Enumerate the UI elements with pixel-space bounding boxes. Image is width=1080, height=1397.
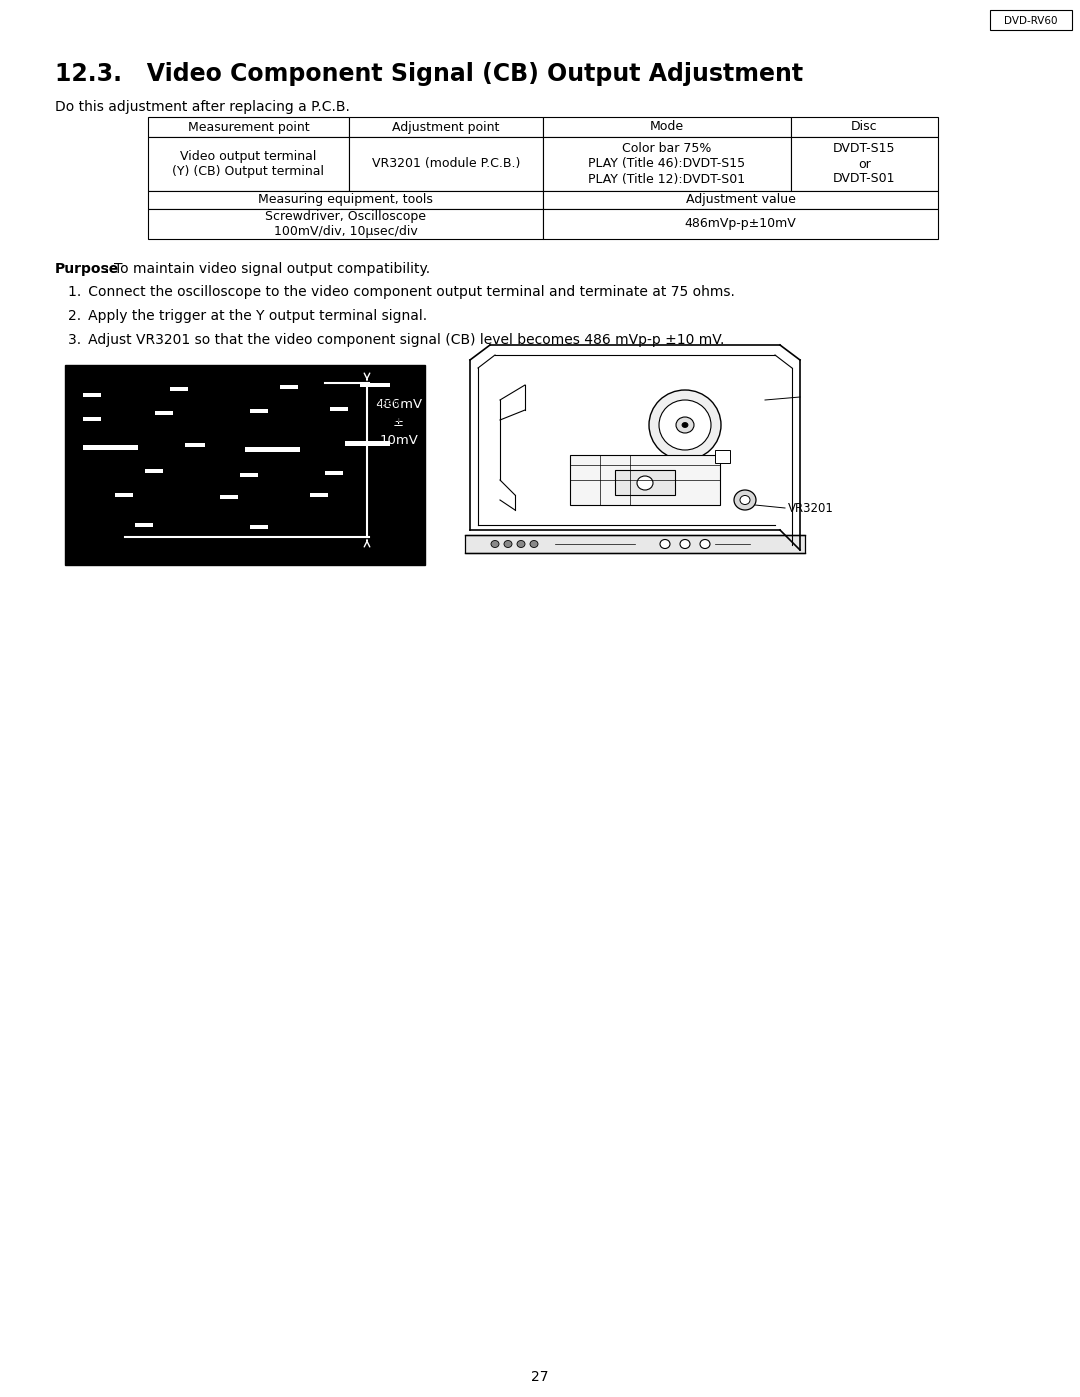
Bar <box>245 447 300 453</box>
Bar <box>148 137 349 191</box>
Text: Measurement point: Measurement point <box>188 120 309 134</box>
Bar <box>791 137 939 191</box>
Bar <box>791 117 939 137</box>
Bar <box>114 493 133 497</box>
Text: Screwdriver, Oscilloscope
100mV/div, 10μsec/div: Screwdriver, Oscilloscope 100mV/div, 10μ… <box>265 210 426 237</box>
Bar <box>349 137 543 191</box>
Bar <box>148 210 543 239</box>
Bar <box>349 117 543 137</box>
Bar <box>249 409 268 414</box>
Bar <box>990 10 1072 29</box>
Text: 27: 27 <box>531 1370 549 1384</box>
Text: Disc: Disc <box>851 120 878 134</box>
Ellipse shape <box>530 541 538 548</box>
Bar <box>543 137 791 191</box>
Text: Mode: Mode <box>650 120 684 134</box>
Ellipse shape <box>660 539 670 549</box>
Bar <box>83 446 138 450</box>
Bar <box>715 450 730 462</box>
Text: VR3201: VR3201 <box>788 502 834 515</box>
Bar <box>345 441 390 446</box>
Bar <box>145 469 163 474</box>
Ellipse shape <box>504 541 512 548</box>
Ellipse shape <box>491 541 499 548</box>
Text: 12.3.   Video Component Signal (CB) Output Adjustment: 12.3. Video Component Signal (CB) Output… <box>55 61 804 87</box>
Bar <box>240 474 258 476</box>
Bar <box>83 393 102 397</box>
Text: Purpose: Purpose <box>55 263 119 277</box>
Bar <box>325 471 343 475</box>
Text: Color bar 75%
PLAY (Title 46):DVDT-S15
PLAY (Title 12):DVDT-S01: Color bar 75% PLAY (Title 46):DVDT-S15 P… <box>589 142 745 186</box>
Text: Adjustment value: Adjustment value <box>686 194 796 207</box>
Ellipse shape <box>680 539 690 549</box>
Text: Adjustment point: Adjustment point <box>392 120 500 134</box>
Bar <box>360 383 390 387</box>
Ellipse shape <box>700 539 710 549</box>
Ellipse shape <box>681 422 688 427</box>
Bar <box>330 407 348 411</box>
Bar <box>148 191 543 210</box>
Bar <box>220 495 238 499</box>
Ellipse shape <box>740 496 750 504</box>
Bar <box>570 455 720 504</box>
Bar <box>185 443 205 447</box>
Ellipse shape <box>659 400 711 450</box>
Text: : To maintain video signal output compatibility.: : To maintain video signal output compat… <box>105 263 430 277</box>
Bar <box>135 522 153 527</box>
Ellipse shape <box>676 416 694 433</box>
Ellipse shape <box>637 476 653 490</box>
Bar <box>249 525 268 529</box>
Bar <box>156 411 173 415</box>
Bar <box>465 535 805 553</box>
Text: Screw
driver: Screw driver <box>367 397 403 425</box>
Text: Measuring equipment, tools: Measuring equipment, tools <box>258 194 433 207</box>
Ellipse shape <box>734 490 756 510</box>
Bar <box>170 387 188 391</box>
Bar <box>310 493 328 497</box>
Text: Video output terminal
(Y) (CB) Output terminal: Video output terminal (Y) (CB) Output te… <box>173 149 324 177</box>
Text: DVDT-S15
or
DVDT-S01: DVDT-S15 or DVDT-S01 <box>833 142 895 186</box>
Bar <box>280 386 298 388</box>
Bar <box>615 469 675 495</box>
Text: DVD-RV60: DVD-RV60 <box>1004 15 1057 27</box>
Bar <box>543 117 791 137</box>
Text: VR3201 (module P.C.B.): VR3201 (module P.C.B.) <box>372 158 521 170</box>
Bar <box>543 210 939 239</box>
Bar <box>83 416 102 420</box>
Text: 486mVp-p±10mV: 486mVp-p±10mV <box>685 218 796 231</box>
Text: 2. Apply the trigger at the Y output terminal signal.: 2. Apply the trigger at the Y output ter… <box>68 309 427 323</box>
Bar <box>543 191 939 210</box>
Ellipse shape <box>649 390 721 460</box>
Text: 3. Adjust VR3201 so that the video component signal (CB) level becomes 486 mVp-p: 3. Adjust VR3201 so that the video compo… <box>68 332 725 346</box>
Text: Do this adjustment after replacing a P.C.B.: Do this adjustment after replacing a P.C… <box>55 101 350 115</box>
Text: 486mV
±
10mV: 486mV ± 10mV <box>375 398 422 447</box>
Bar <box>148 117 349 137</box>
Ellipse shape <box>517 541 525 548</box>
Text: 1. Connect the oscilloscope to the video component output terminal and terminate: 1. Connect the oscilloscope to the video… <box>68 285 734 299</box>
Bar <box>65 365 426 564</box>
